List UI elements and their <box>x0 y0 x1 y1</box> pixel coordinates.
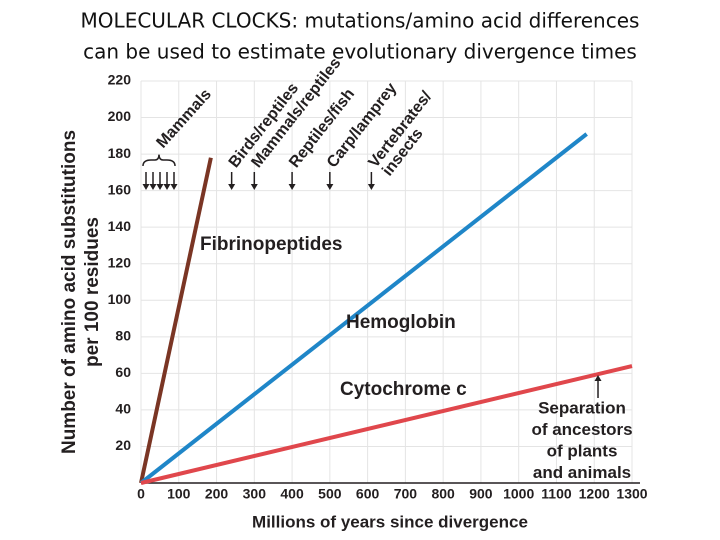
y-tick-label: 40 <box>115 401 131 417</box>
mammals-bracket <box>142 153 176 167</box>
x-tick-label: 900 <box>469 486 493 502</box>
x-tick-label: 400 <box>280 486 304 502</box>
arrow-head <box>149 184 157 190</box>
title-line: MOLECULAR CLOCKS: mutations/amino acid d… <box>81 9 640 33</box>
x-tick-label: 1200 <box>579 486 610 502</box>
x-axis-label: Millions of years since divergence <box>252 512 528 531</box>
x-tick-label: 200 <box>205 486 229 502</box>
y-tick-label: 120 <box>108 254 132 270</box>
line-label: Cytochrome c <box>340 379 467 400</box>
x-tick-label: 1300 <box>616 486 647 502</box>
arrow-head <box>142 184 150 190</box>
arrow-head <box>594 375 602 381</box>
x-tick-label: 0 <box>137 486 145 502</box>
y-axis-label: per 100 residues <box>82 217 103 367</box>
x-tick-label: 1100 <box>541 486 572 502</box>
data-line <box>139 157 213 484</box>
arrow-head <box>326 184 334 190</box>
annotation: Mammals <box>153 86 215 152</box>
line-label: Fibrinopeptides <box>200 234 343 255</box>
annotation: of plants <box>547 441 618 460</box>
data-line <box>140 364 633 485</box>
arrow-head <box>367 184 375 190</box>
y-tick-label: 20 <box>115 437 131 453</box>
arrow-head <box>163 184 171 190</box>
y-tick-label: 60 <box>115 364 131 380</box>
x-tick-label: 700 <box>394 486 418 502</box>
y-tick-label: 180 <box>108 145 132 161</box>
title-line: can be used to estimate evolutionary div… <box>83 40 637 64</box>
arrow-head <box>250 184 258 190</box>
x-tick-label: 100 <box>167 486 191 502</box>
data-line <box>139 132 588 485</box>
arrow-head <box>170 184 178 190</box>
y-axis-label: Number of amino acid substitutions <box>59 130 80 454</box>
y-tick-label: 200 <box>108 108 132 124</box>
x-tick-label: 300 <box>243 486 267 502</box>
arrow-head <box>228 184 236 190</box>
annotation: and animals <box>533 463 631 482</box>
x-tick-label: 500 <box>318 486 342 502</box>
y-tick-label: 220 <box>108 72 132 88</box>
annotation: of ancestors <box>531 420 632 439</box>
y-tick-label: 140 <box>108 218 132 234</box>
y-tick-label: 160 <box>108 181 132 197</box>
arrow-head <box>288 184 296 190</box>
arrow-head <box>156 184 164 190</box>
line-label: Hemoglobin <box>346 312 456 333</box>
x-tick-label: 1000 <box>503 486 534 502</box>
x-tick-label: 600 <box>356 486 380 502</box>
y-tick-label: 100 <box>108 291 132 307</box>
annotation: Separation <box>538 398 626 417</box>
y-tick-label: 80 <box>115 328 131 344</box>
x-tick-label: 800 <box>431 486 455 502</box>
